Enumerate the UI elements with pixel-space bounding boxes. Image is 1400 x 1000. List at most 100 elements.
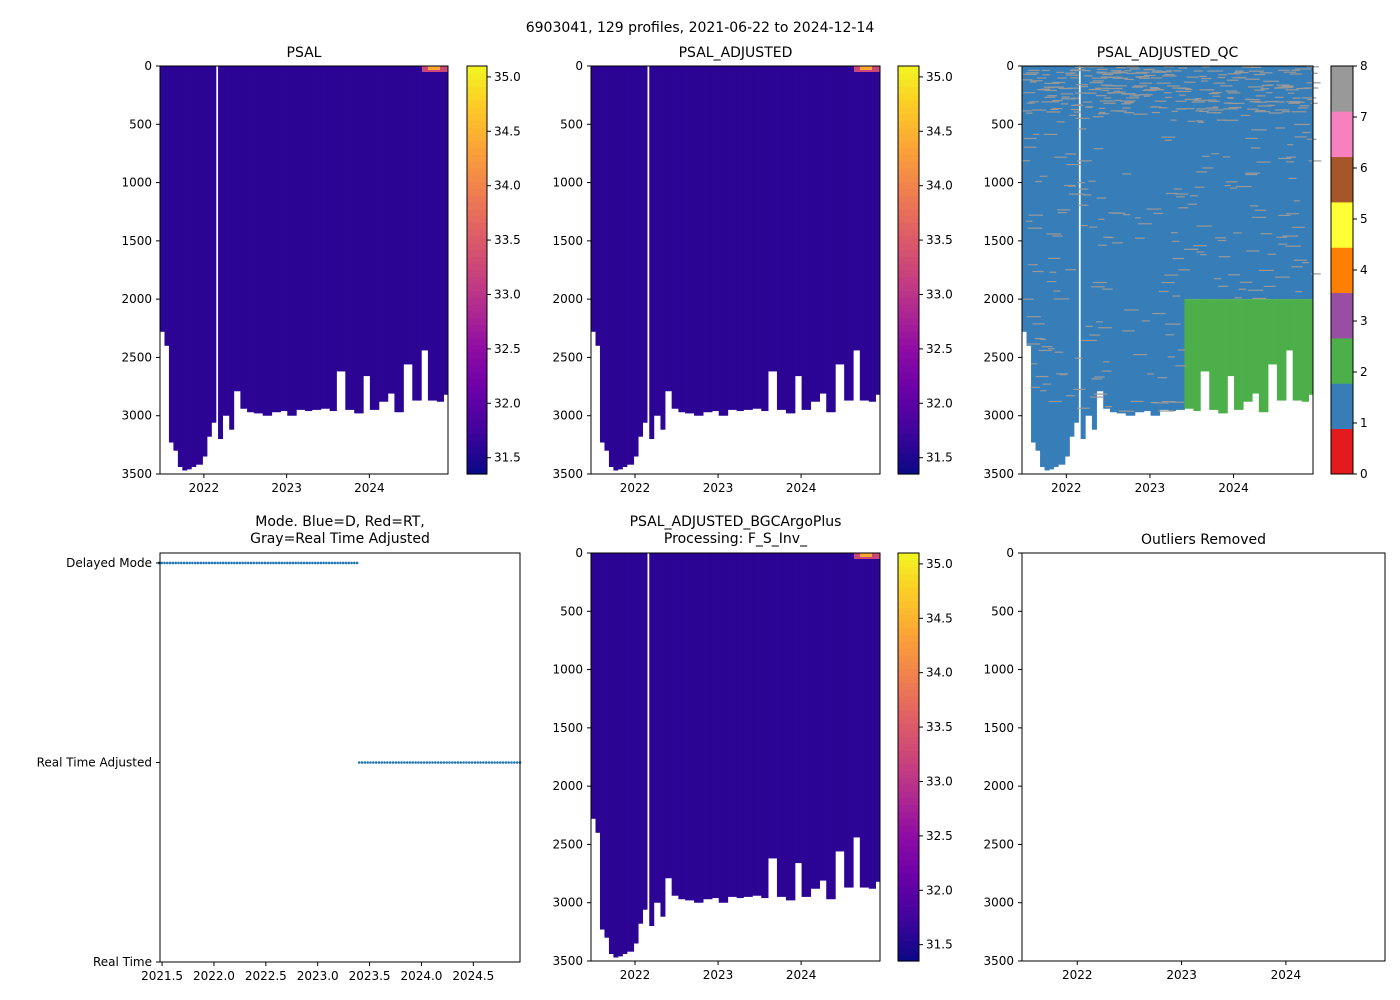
- psal-adjusted-qc-qc8-speck: [1093, 148, 1104, 150]
- psal-bgcargoplus-profile-column: [642, 553, 646, 910]
- psal-adjusted-profile-column: [671, 66, 675, 409]
- psal-surface-fresh-core: [428, 66, 440, 70]
- psal-adjusted-qc-qc8-speck: [1187, 120, 1196, 122]
- psal-adjusted-qc-qc8-speck: [1276, 84, 1290, 86]
- psal-frame: [159, 65, 449, 475]
- psal-profile-column: [401, 66, 404, 413]
- psal-adjusted-qc-qc1-column: [1227, 66, 1231, 300]
- psal-adjusted-qc-qc8-speck: [1081, 224, 1088, 227]
- psal-adjusted-qc-qc8-speck: [1196, 120, 1204, 122]
- psal-adjusted-qc-qc8-speck: [1044, 82, 1060, 84]
- mode-xtick-label: 2023.5: [349, 969, 391, 983]
- psal-adjusted-qc-qc8-speck: [1088, 226, 1098, 228]
- qc-colorbar-band-7: [1331, 111, 1353, 158]
- psal-adjusted-qc-qc8-speck: [1196, 108, 1207, 110]
- outliers-removed-ytick-label: 0: [1006, 546, 1014, 560]
- psal-adjusted-qc-qc1-column: [1044, 66, 1048, 471]
- psal-adjusted-qc-qc2-column: [1188, 299, 1192, 409]
- psal-adjusted-qc-qc2-column: [1216, 299, 1219, 410]
- psal-adjusted-qc-qc8-speck: [1282, 235, 1299, 237]
- psal-adjusted-qc-qc8-speck: [1150, 77, 1163, 79]
- psal-adjusted-qc-qc8-speck: [1044, 96, 1056, 98]
- psal-adjusted-qc-qc8-speck: [1258, 269, 1274, 271]
- psal-adjusted-qc-qc8-speck: [1227, 97, 1234, 99]
- psal-adjusted-qc-qc8-speck: [1208, 100, 1220, 103]
- psal-adjusted-qc-qc8-speck: [1095, 321, 1103, 323]
- psal-adjusted-profile-column: [826, 66, 829, 413]
- psal-bgcargoplus-colorbar-segment: [898, 661, 919, 670]
- psal-profile-column: [222, 66, 226, 416]
- psal-bgcargoplus-colorbar-frame: [897, 552, 920, 962]
- psal-adjusted-qc-qc1-column: [1139, 66, 1143, 413]
- psal-adjusted-profile-column: [841, 66, 845, 365]
- psal-adjusted-qc-qc8-speck: [1195, 110, 1203, 112]
- psal-bgcargoplus-colorbar-segment: [898, 940, 919, 948]
- psal-adjusted-colorbar-segment: [898, 270, 919, 278]
- psal-adjusted-qc-qc1-column: [1279, 66, 1282, 300]
- psal-adjusted-qc-qc1-column: [1119, 66, 1122, 414]
- psal-adjusted-qc-qc8-speck: [1023, 92, 1036, 94]
- psal-colorbar-segment: [467, 140, 487, 149]
- mode-xtick-label: 2022.0: [193, 969, 235, 983]
- mode-point-delayed: [269, 561, 272, 565]
- psal-profile-column: [209, 66, 212, 437]
- psal-bgcargoplus-profile-column: [790, 553, 794, 901]
- mode-point-delayed: [244, 561, 247, 565]
- psal-adjusted-qc-qc8-speck: [1106, 92, 1115, 94]
- psal-adjusted-qc-qc1-column: [1249, 66, 1253, 300]
- psal-adjusted-qc-qc1-column: [1116, 66, 1120, 414]
- psal-colorbar-segment: [467, 229, 487, 237]
- psal-adjusted-qc-qc8-speck: [1228, 107, 1242, 109]
- psal-adjusted-qc-qc8-speck: [1276, 236, 1288, 238]
- psal-bgcargoplus-profile-column: [673, 553, 677, 896]
- outliers-removed-ytick-label: 2500: [983, 837, 1014, 851]
- psal-bgcargoplus-ytick-label: 0: [575, 546, 583, 560]
- psal-adjusted-colorbar-segment: [898, 419, 919, 427]
- mode-point-delayed: [252, 561, 256, 565]
- psal-colorbar-segment: [467, 154, 487, 162]
- psal-adjusted-qc-qc8-speck: [1027, 227, 1043, 229]
- mode-point-rt-adjusted: [408, 761, 412, 764]
- psal-adjusted-profile-column: [783, 66, 787, 410]
- psal-adjusted-qc-qc2-column: [1240, 299, 1244, 410]
- psal-adjusted-profile-column: [790, 66, 794, 414]
- psal-adjusted-qc-qc8-speck: [1047, 95, 1058, 97]
- psal-profile-column: [195, 66, 199, 465]
- psal-adjusted-ytick-label: 3000: [552, 409, 583, 423]
- psal-adjusted-profile-column: [633, 66, 637, 457]
- psal-adjusted-qc-qc1-column: [1148, 66, 1152, 412]
- psal-adjusted-qc-qc8-speck: [1095, 87, 1109, 89]
- psal-profile-column: [334, 66, 337, 412]
- psal-adjusted-profile-column: [817, 66, 821, 402]
- psal-adjusted-qc-colorbar-label: 0: [1360, 467, 1368, 481]
- psal-adjusted-qc-qc2-column: [1270, 299, 1273, 365]
- psal-adjusted-qc-qc8-speck: [1255, 110, 1266, 112]
- psal-adjusted-qc-qc8-speck: [1022, 298, 1034, 300]
- psal-adjusted-qc-qc8-speck: [1041, 101, 1052, 103]
- psal-adjusted-qc-qc8-speck: [1311, 72, 1318, 74]
- psal-adjusted-qc-qc8-speck: [1065, 269, 1077, 271]
- psal-adjusted-ytick-label: 500: [560, 117, 583, 131]
- psal-bgcargoplus-profile-column: [812, 553, 816, 889]
- psal-adjusted-qc-qc2-column: [1265, 299, 1269, 413]
- psal-adjusted-qc-qc1-column: [1267, 66, 1271, 300]
- psal-bgcargoplus-profile-column: [859, 553, 863, 888]
- psal-adjusted-qc-qc8-speck: [1213, 82, 1226, 84]
- psal-adjusted-colorbar-segment: [898, 236, 919, 244]
- psal-bgcargoplus-colorbar-segment: [898, 641, 919, 649]
- psal-adjusted-profile-column: [682, 66, 686, 413]
- psal-adjusted-qc-qc1-column: [1247, 66, 1251, 300]
- psal-adjusted-qc-qc8-speck: [1289, 73, 1302, 75]
- psal-bgcargoplus-colorbar-segment: [898, 675, 919, 683]
- psal-colorbar-segment: [467, 467, 487, 475]
- psal-adjusted-qc-qc1-column: [1067, 66, 1070, 457]
- psal-profile-column: [367, 66, 371, 377]
- psal-adjusted-profile-column: [642, 66, 646, 423]
- psal-adjusted-qc-qc8-speck: [1295, 68, 1311, 70]
- psal-adjusted-qc-qc8-speck: [1190, 248, 1199, 251]
- psal-adjusted-qc-qc8-speck: [1229, 102, 1245, 104]
- psal-adjusted-qc-qc1-column: [1173, 66, 1176, 412]
- psal-adjusted-qc-qc8-speck: [1060, 93, 1074, 95]
- psal-profile-column: [427, 66, 431, 401]
- psal-adjusted-qc-qc8-speck: [1227, 97, 1234, 99]
